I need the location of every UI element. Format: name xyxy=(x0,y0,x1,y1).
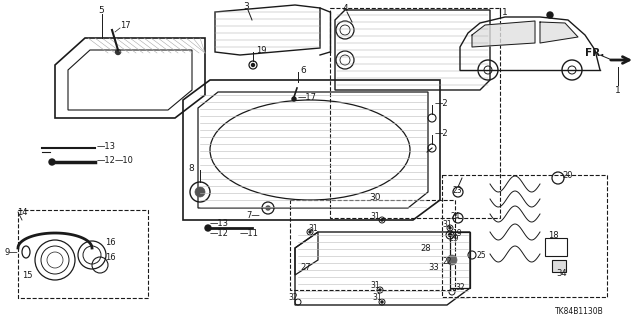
Bar xyxy=(290,200,455,290)
Text: 30: 30 xyxy=(369,193,381,202)
Circle shape xyxy=(379,289,381,291)
Text: TK84B1130B: TK84B1130B xyxy=(555,308,604,316)
Text: 16: 16 xyxy=(105,237,116,246)
Text: 9—: 9— xyxy=(4,247,18,257)
Text: 19: 19 xyxy=(256,45,266,54)
Text: 25: 25 xyxy=(476,251,486,260)
Text: 34: 34 xyxy=(556,269,566,278)
Text: 29: 29 xyxy=(448,234,458,243)
Text: 31: 31 xyxy=(370,282,380,291)
Circle shape xyxy=(309,231,311,233)
Circle shape xyxy=(266,206,270,210)
Circle shape xyxy=(449,227,451,229)
Text: 5: 5 xyxy=(98,5,104,14)
Text: 22: 22 xyxy=(442,258,451,267)
Circle shape xyxy=(447,255,457,265)
Text: 1: 1 xyxy=(615,85,621,94)
Bar xyxy=(442,175,607,297)
Text: —13: —13 xyxy=(97,141,116,150)
Text: —17: —17 xyxy=(298,92,317,101)
Text: 31: 31 xyxy=(370,212,380,220)
Text: 24: 24 xyxy=(450,212,460,220)
Text: 32: 32 xyxy=(288,293,298,302)
Circle shape xyxy=(449,234,451,236)
Text: 15: 15 xyxy=(22,270,33,279)
Text: 8: 8 xyxy=(188,164,194,172)
Text: 17: 17 xyxy=(120,20,131,29)
Text: 31: 31 xyxy=(308,223,317,233)
Text: 32: 32 xyxy=(455,284,465,292)
Text: —2: —2 xyxy=(435,129,449,138)
Circle shape xyxy=(205,225,211,231)
Text: 18: 18 xyxy=(548,230,559,239)
Text: 23: 23 xyxy=(452,186,461,195)
Text: —10: —10 xyxy=(115,156,134,164)
Circle shape xyxy=(381,301,383,303)
Bar xyxy=(18,210,148,298)
Text: 27: 27 xyxy=(300,263,310,273)
Bar xyxy=(545,238,567,256)
Circle shape xyxy=(381,219,383,221)
Text: 6: 6 xyxy=(300,66,306,75)
Text: 7—: 7— xyxy=(246,211,260,220)
Circle shape xyxy=(292,97,296,101)
Circle shape xyxy=(547,12,553,18)
Polygon shape xyxy=(472,21,535,47)
Text: 3: 3 xyxy=(243,2,249,11)
Text: —11: —11 xyxy=(240,228,259,237)
Circle shape xyxy=(195,187,205,197)
Text: —2: —2 xyxy=(435,99,449,108)
Circle shape xyxy=(115,50,120,54)
Text: 28: 28 xyxy=(420,244,431,252)
Text: 1: 1 xyxy=(502,7,508,17)
Polygon shape xyxy=(540,22,578,43)
Circle shape xyxy=(252,63,255,67)
Text: 16: 16 xyxy=(105,253,116,262)
Text: 33: 33 xyxy=(428,263,439,273)
Text: 19: 19 xyxy=(452,228,461,237)
Text: FR.: FR. xyxy=(585,48,604,58)
Text: 14: 14 xyxy=(17,207,28,217)
Text: 4: 4 xyxy=(343,4,349,12)
Bar xyxy=(330,8,500,218)
Circle shape xyxy=(49,159,55,165)
Text: —13: —13 xyxy=(210,219,229,228)
Text: —12: —12 xyxy=(97,156,116,164)
Text: 31: 31 xyxy=(442,220,452,228)
Text: 20: 20 xyxy=(562,171,573,180)
Bar xyxy=(552,260,566,272)
Text: —12: —12 xyxy=(210,228,229,237)
Text: 31: 31 xyxy=(372,292,381,301)
